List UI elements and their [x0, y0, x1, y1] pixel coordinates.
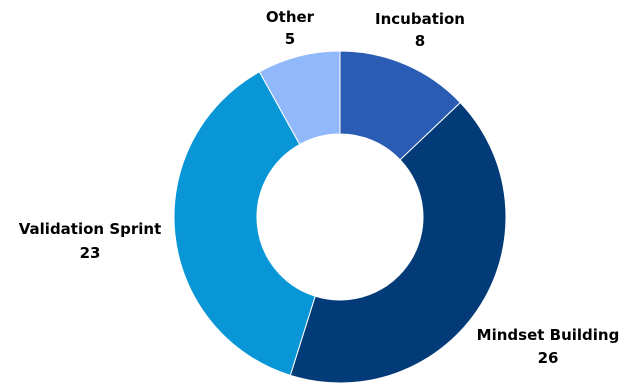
- slice-validation-sprint: [173, 71, 316, 377]
- labels-layer: Incubation 8 Mindset Building 26 Validation …: [19, 8, 620, 367]
- slice-label-incubation: Incubation: [375, 10, 465, 28]
- slice-value-validation-sprint: 23: [80, 244, 101, 262]
- slice-other: [258, 50, 341, 146]
- slice-value-other: 5: [285, 30, 295, 48]
- slice-value-mindset-building: 26: [538, 349, 559, 367]
- slices-layer: [173, 50, 507, 384]
- slice-label-other: Other: [266, 8, 315, 26]
- slice-label-validation-sprint: Validation Sprint: [19, 220, 162, 238]
- slice-value-incubation: 8: [415, 32, 425, 50]
- slice-label-mindset-building: Mindset Building: [477, 326, 620, 344]
